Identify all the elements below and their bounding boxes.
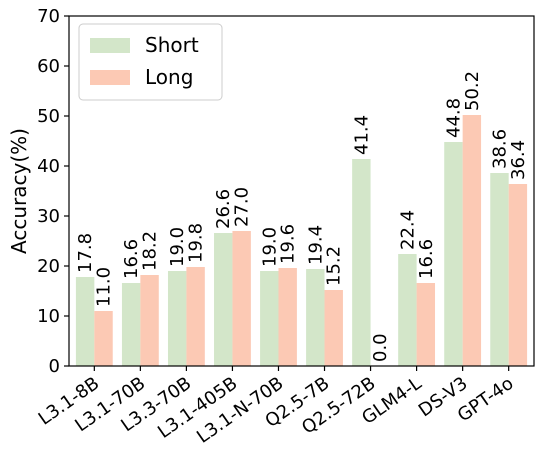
bar-short-8 xyxy=(444,142,463,366)
bar-short-2 xyxy=(167,271,187,366)
data-label-short-8: 44.8 xyxy=(443,98,464,138)
y-tick-label-1: 10 xyxy=(37,306,60,327)
bar-long-7 xyxy=(416,283,436,366)
plot-frame xyxy=(68,15,535,367)
bar-long-0 xyxy=(94,311,113,366)
data-label-long-7: 16.6 xyxy=(416,239,437,279)
data-labels-layer: 17.811.016.618.2 19.019.826.627.019.019.6… xyxy=(75,71,529,362)
data-label-long-5: 15.2 xyxy=(324,246,345,286)
data-label-short-1: 16.6 xyxy=(121,239,142,279)
y-tick-label-4: 40 xyxy=(37,156,60,177)
data-label-long-2: 19.8 xyxy=(186,223,207,263)
bar-short-0 xyxy=(75,277,95,366)
bar-long-5 xyxy=(324,290,343,366)
bar-short-7 xyxy=(398,254,417,366)
y-tick-label-5: 50 xyxy=(37,106,60,127)
legend-swatch-long xyxy=(90,70,130,85)
bar-long-1 xyxy=(140,275,159,366)
bar-long-8 xyxy=(462,115,482,366)
y-tick-label-3: 30 xyxy=(37,206,60,227)
y-tick-label-2: 20 xyxy=(37,256,60,277)
data-label-long-6: 0.0 xyxy=(370,333,391,362)
legend-label-long: Long xyxy=(145,65,193,89)
data-label-long-1: 18.2 xyxy=(140,231,161,271)
bars-layer xyxy=(75,115,528,366)
data-label-short-6: 41.4 xyxy=(351,115,372,155)
bar-short-1 xyxy=(121,283,141,366)
bar-long-4 xyxy=(278,268,297,366)
data-label-short-9: 38.6 xyxy=(489,129,510,169)
data-label-long-8: 50.2 xyxy=(462,71,483,111)
bar-long-2 xyxy=(186,267,205,366)
y-tick-label-0: 0 xyxy=(49,356,60,377)
bar-short-3 xyxy=(214,233,233,366)
data-label-long-0: 11.0 xyxy=(94,267,115,307)
bar-long-3 xyxy=(232,231,251,366)
data-label-short-0: 17.8 xyxy=(75,233,96,273)
y-tick-label-6: 60 xyxy=(37,56,60,77)
data-label-long-4: 19.6 xyxy=(278,224,299,264)
legend-label-short: Short xyxy=(145,33,199,57)
data-label-short-4: 19.0 xyxy=(259,227,280,267)
data-label-short-5: 19.4 xyxy=(305,225,326,265)
y-axis-title: Accuracy(%) xyxy=(7,128,31,254)
legend-swatch-short xyxy=(90,38,130,53)
data-label-long-9: 36.4 xyxy=(508,140,529,180)
data-label-long-3: 27.0 xyxy=(232,187,253,227)
legend: Short Long xyxy=(78,23,223,101)
data-label-short-3: 26.6 xyxy=(213,189,234,229)
bar-short-9 xyxy=(490,173,509,366)
bar-short-6 xyxy=(352,159,371,366)
bar-short-5 xyxy=(306,269,325,366)
y-tick-label-7: 70 xyxy=(37,6,60,27)
data-label-short-2: 19.0 xyxy=(167,227,188,267)
bar-short-4 xyxy=(260,271,279,366)
data-label-short-7: 22.4 xyxy=(397,210,418,250)
bar-long-9 xyxy=(508,184,528,366)
